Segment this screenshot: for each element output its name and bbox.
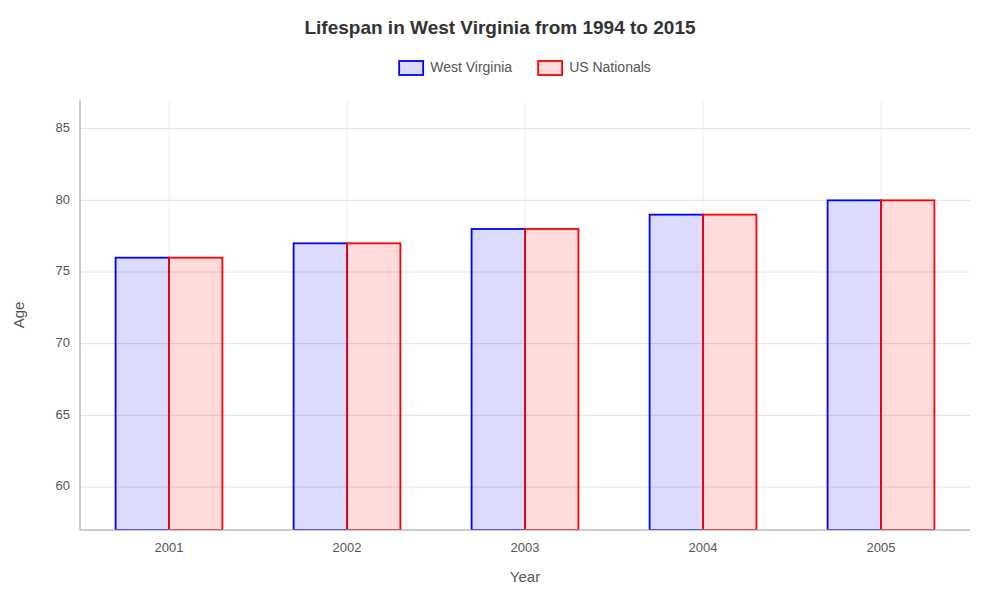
legend-label: West Virginia xyxy=(430,59,512,75)
legend-item: US Nationals xyxy=(538,59,651,75)
bar xyxy=(703,215,756,530)
bar xyxy=(525,229,578,530)
y-tick-label: 75 xyxy=(56,263,70,278)
bars xyxy=(116,200,935,530)
bar xyxy=(116,258,169,530)
bar xyxy=(472,229,525,530)
y-tick-label: 70 xyxy=(56,335,70,350)
bar xyxy=(881,200,934,530)
y-tick-label: 65 xyxy=(56,407,70,422)
y-axis-label: Age xyxy=(10,302,27,329)
chart-svg: 60 65 70 75 80 85 2001 2002 2003 2004 2005 Year Age L… xyxy=(0,0,1000,600)
bar xyxy=(347,243,400,530)
x-tick-label: 2001 xyxy=(155,540,184,555)
y-tick-label: 60 xyxy=(56,478,70,493)
chart-container: 60 65 70 75 80 85 2001 2002 2003 2004 2005 Year Age L… xyxy=(0,0,1000,600)
legend-label: US Nationals xyxy=(569,59,651,75)
x-tick-label: 2002 xyxy=(333,540,362,555)
y-tick-label: 85 xyxy=(56,120,70,135)
bar xyxy=(828,200,881,530)
x-tick-label: 2005 xyxy=(867,540,896,555)
bar xyxy=(294,243,347,530)
y-tick-label: 80 xyxy=(56,192,70,207)
x-axis-line xyxy=(80,530,970,531)
legend: West Virginia US Nationals xyxy=(399,59,651,75)
x-axis-label: Year xyxy=(510,568,540,585)
bar xyxy=(650,215,703,530)
chart-title: Lifespan in West Virginia from 1994 to 2… xyxy=(304,17,695,38)
x-tick-label: 2004 xyxy=(689,540,718,555)
grid xyxy=(80,100,970,530)
x-tick-label: 2003 xyxy=(511,540,540,555)
legend-swatch xyxy=(538,61,562,75)
legend-item: West Virginia xyxy=(399,59,512,75)
y-axis-line xyxy=(80,100,81,530)
legend-swatch xyxy=(399,61,423,75)
bar xyxy=(169,258,222,530)
